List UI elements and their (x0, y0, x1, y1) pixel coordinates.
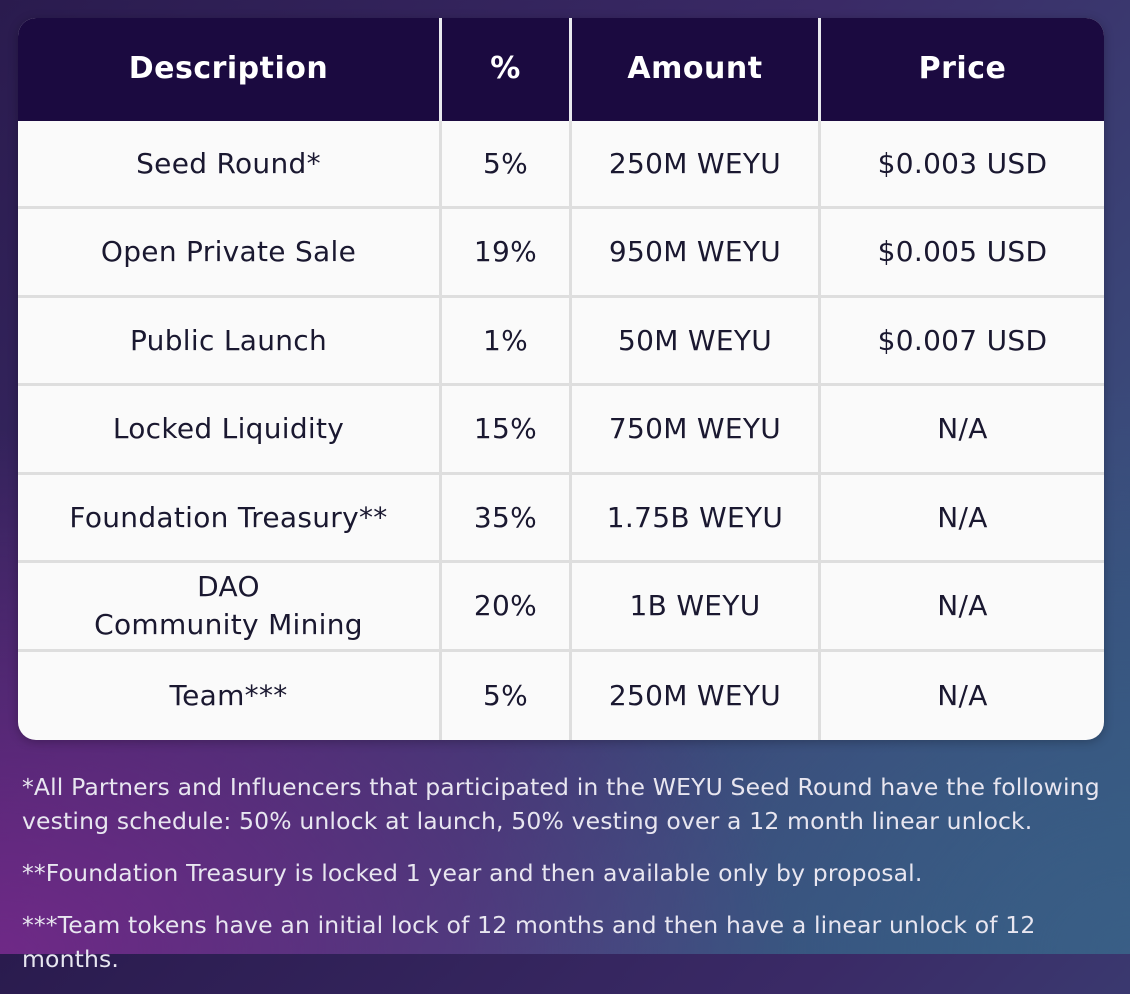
footnote-team-tokens: ***Team tokens have an initial lock of 1… (22, 911, 1036, 974)
row-percent: 15% (442, 386, 572, 475)
row-price: N/A (821, 475, 1104, 564)
row-price: $0.007 USD (821, 298, 1104, 387)
row-description: Foundation Treasury** (18, 474, 442, 564)
row-amount: 250M WEYU (572, 121, 821, 210)
table-grid: Description % Amount Price Seed Round* 5… (18, 18, 1104, 740)
header-description: Description (18, 18, 442, 121)
footnotes: *All Partners and Influencers that parti… (22, 770, 1122, 994)
row-percent: 19% (442, 209, 572, 298)
row-percent: 5% (442, 651, 572, 740)
header-percent: % (442, 18, 572, 121)
row-amount: 750M WEYU (572, 386, 821, 475)
row-percent: 20% (442, 563, 572, 652)
row-amount: 950M WEYU (572, 209, 821, 298)
header-amount: Amount (572, 18, 821, 121)
footnote-foundation-treasury: **Foundation Treasury is locked 1 year a… (22, 859, 923, 888)
row-amount: 50M WEYU (572, 297, 821, 387)
header-price: Price (821, 18, 1104, 121)
row-description: Team*** (18, 651, 442, 740)
row-percent: 1% (442, 297, 572, 387)
row-description-line: DAO (197, 570, 260, 604)
row-description: Open Private Sale (18, 209, 442, 298)
token-allocation-table: Description % Amount Price Seed Round* 5… (18, 18, 1104, 740)
row-amount: 1B WEYU (572, 563, 821, 652)
row-price: $0.005 USD (821, 209, 1104, 298)
row-price: N/A (821, 563, 1104, 652)
row-description: DAO Community Mining (18, 563, 442, 652)
row-price: N/A (937, 678, 988, 712)
row-price: N/A (821, 386, 1104, 475)
footnote-seed-round: *All Partners and Influencers that parti… (22, 773, 1100, 836)
row-percent: 35% (442, 474, 572, 564)
row-amount: 250M WEYU (572, 651, 821, 740)
row-description: Seed Round* (18, 121, 442, 210)
row-price: $0.003 USD (821, 121, 1104, 210)
row-description: Public Launch (18, 297, 442, 387)
row-description-line: Community Mining (94, 607, 363, 641)
row-amount: 1.75B WEYU (572, 474, 821, 564)
row-percent: 5% (442, 121, 572, 210)
row-description: Locked Liquidity (18, 386, 442, 475)
